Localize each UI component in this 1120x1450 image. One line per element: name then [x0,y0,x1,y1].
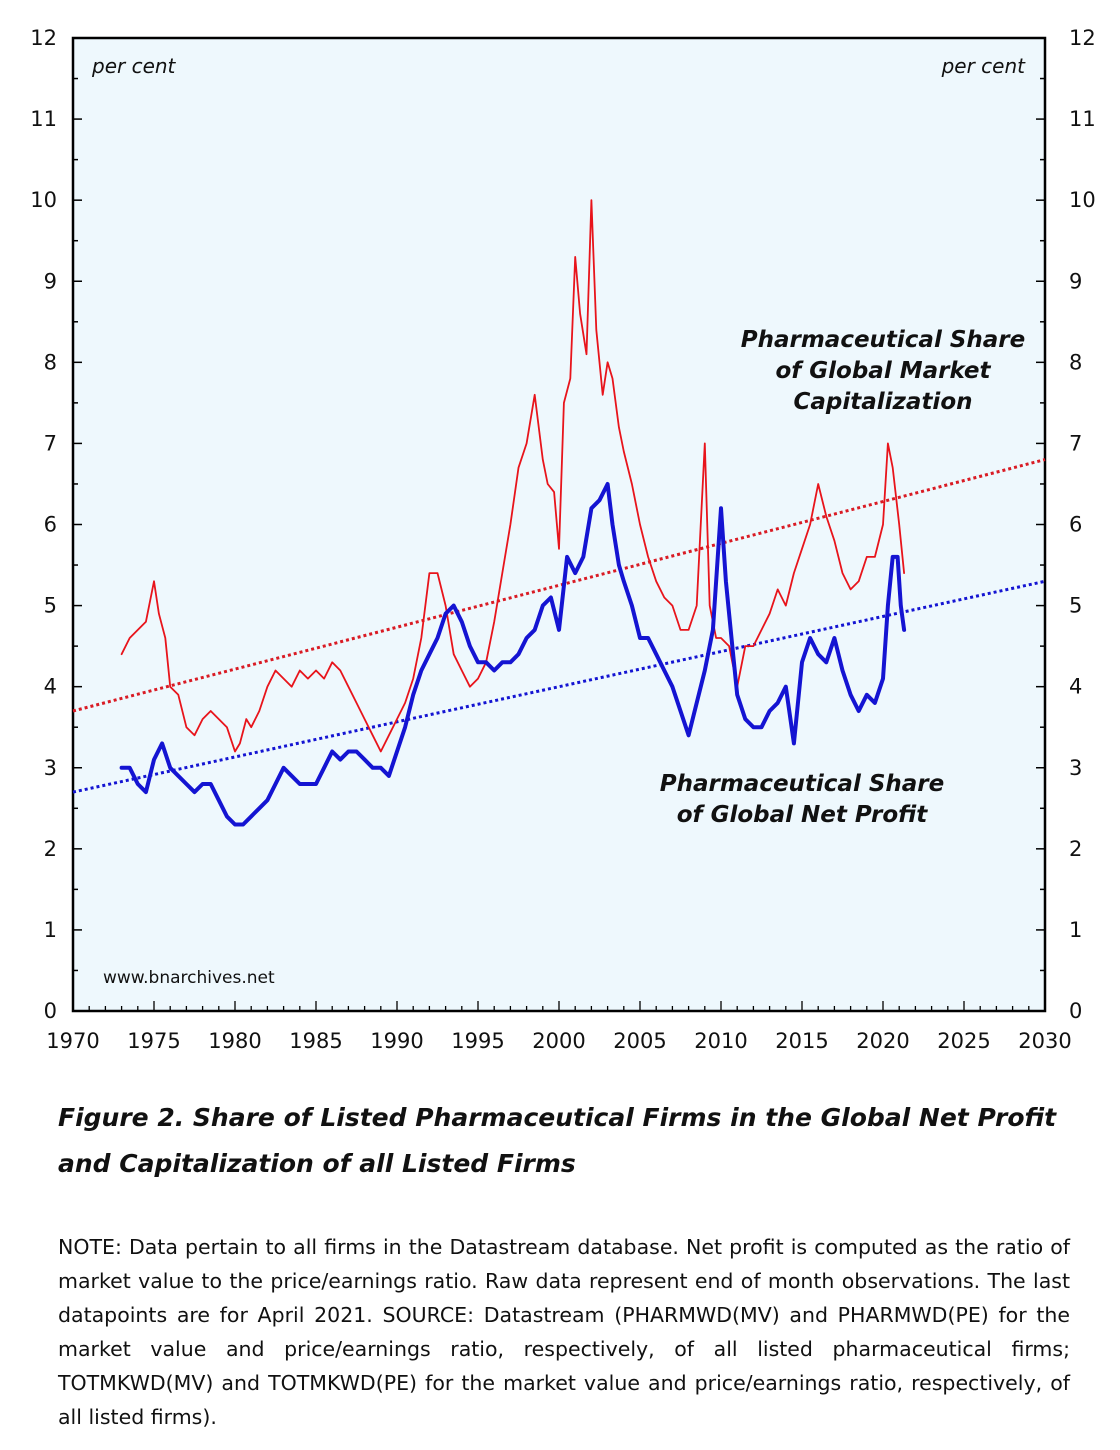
x-tick-label: 1995 [451,1029,504,1053]
series-lines [119,199,907,827]
y-tick-label-left: 9 [44,269,57,293]
y-tick-label-left: 7 [44,431,57,455]
x-tick-label: 1980 [208,1029,261,1053]
y-tick-label-left: 11 [30,107,57,131]
y-tick-label-right: 12 [1069,26,1096,50]
y-tick-label-left: 8 [44,350,57,374]
trend-lines [72,458,1046,794]
figure-note: NOTE: Data pertain to all firms in the D… [58,1235,1070,1429]
annotation-market-cap-line-3: Capitalization [794,389,973,415]
y-tick-label-right: 6 [1069,513,1082,537]
x-tick-label: 2000 [532,1029,585,1053]
y-tick-label-left: 5 [44,594,57,618]
y-tick-label-left: 0 [44,999,57,1023]
series-line-0 [120,199,905,753]
watermark: www.bnarchives.net [103,968,275,988]
annotation-market-cap: Pharmaceutical Share of Global Market Ca… [741,327,1026,415]
x-tick-label: 2010 [694,1029,747,1053]
annotation-net-profit: Pharmaceutical Share of Global Net Profi… [660,771,945,828]
y-tick-label-right: 2 [1069,837,1082,861]
unit-label-right: per cent [941,54,1027,78]
annotation-net-profit-line-2: of Global Net Profit [677,802,929,828]
x-tick-label: 1975 [127,1029,180,1053]
y-tick-label-right: 5 [1069,594,1082,618]
y-tick-label-left: 12 [30,26,57,50]
trend-line-2 [72,458,1046,713]
x-tick-label: 2030 [1018,1029,1071,1053]
y-tick-label-left: 6 [44,513,57,537]
y-tick-label-right: 9 [1069,269,1082,293]
y-tick-label-left: 2 [44,837,57,861]
y-tick-label-right: 7 [1069,431,1082,455]
y-tick-label-left: 10 [30,188,57,212]
series-line-1 [119,482,907,827]
y-tick-label-right: 0 [1069,999,1082,1023]
y-tick-label-right: 11 [1069,107,1096,131]
x-tick-label: 2005 [613,1029,666,1053]
y-tick-label-right: 8 [1069,350,1082,374]
y-tick-label-left: 1 [44,918,57,942]
y-tick-label-right: 3 [1069,756,1082,780]
x-tick-label: 1985 [289,1029,342,1053]
annotation-market-cap-line-2: of Global Market [775,358,991,384]
x-tick-label: 2025 [937,1029,990,1053]
x-tick-label: 1990 [370,1029,423,1053]
x-tick-label: 1970 [46,1029,99,1053]
y-tick-label-right: 1 [1069,918,1082,942]
y-tick-label-left: 4 [44,675,57,699]
trend-line-3 [72,579,1046,794]
annotation-net-profit-line-1: Pharmaceutical Share [660,771,945,797]
figure-caption: Figure 2. Share of Listed Pharmaceutical… [58,1103,1057,1178]
y-tick-label-right: 10 [1069,188,1096,212]
x-tick-label: 2020 [856,1029,909,1053]
x-tick-label: 2015 [775,1029,828,1053]
y-tick-label-left: 3 [44,756,57,780]
y-tick-label-right: 4 [1069,675,1082,699]
annotation-market-cap-line-1: Pharmaceutical Share [741,327,1026,353]
unit-label-left: per cent [91,54,177,78]
